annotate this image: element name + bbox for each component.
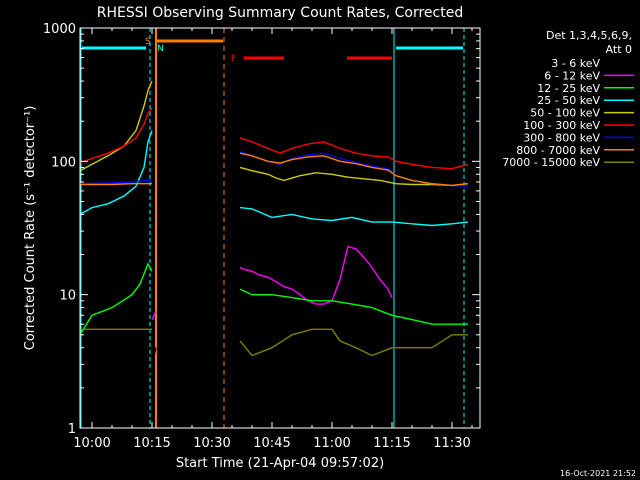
series-line-7 xyxy=(80,182,152,186)
y-tick-label: 10 xyxy=(59,289,76,304)
series-line-6 xyxy=(239,151,469,187)
series-line-0 xyxy=(131,347,157,405)
night-flag-label: N xyxy=(157,44,164,54)
y-tick-label: 1000 xyxy=(43,22,76,37)
series-line-2 xyxy=(239,288,468,325)
series-line-4 xyxy=(79,80,153,172)
legend-header-line1: Det 1,3,4,5,6,9, xyxy=(546,29,632,42)
x-axis-label: Start Time (21-Apr-04 09:57:02) xyxy=(176,456,384,471)
series-line-6 xyxy=(79,179,152,185)
legend-label: 12 - 25 keV xyxy=(537,82,600,95)
x-tick-label: 11:30 xyxy=(433,436,470,451)
legend-label: 300 - 800 keV xyxy=(523,131,600,144)
x-tick-label: 11:15 xyxy=(373,436,410,451)
series-line-8 xyxy=(239,328,468,357)
series-layer xyxy=(79,80,469,407)
series-line-3 xyxy=(79,130,153,216)
series-line-4 xyxy=(239,166,469,187)
legend-label: 800 - 7000 keV xyxy=(516,144,600,157)
x-tick-label: 11:00 xyxy=(313,436,350,451)
legend-label: 7000 - 15000 keV xyxy=(502,156,600,169)
x-tick-label: 10:15 xyxy=(133,436,170,451)
legend-header-line2: Att 0 xyxy=(606,43,632,56)
legend-label: 100 - 300 keV xyxy=(523,119,600,132)
legend-label: 6 - 12 keV xyxy=(544,69,600,82)
series-line-1 xyxy=(239,245,393,305)
series-line-3 xyxy=(239,206,469,227)
x-tick-label: 10:30 xyxy=(193,436,230,451)
generation-timestamp: 16-Oct-2021 21:52 xyxy=(560,469,636,478)
y-tick-label: 1 xyxy=(68,422,76,437)
plot-frame xyxy=(79,27,481,429)
chart-title: RHESSI Observing Summary Count Rates, Co… xyxy=(97,5,463,21)
series-line-7 xyxy=(239,152,469,187)
series-line-5 xyxy=(79,107,153,164)
x-tick-label: 10:00 xyxy=(73,436,110,451)
series-line-1 xyxy=(151,310,157,320)
y-axis-label: Corrected Count Rate (s⁻¹ detector⁻¹) xyxy=(23,106,38,351)
flare-flag-label: F xyxy=(231,54,236,64)
y-axis: 1 10 100 1000 xyxy=(43,22,480,437)
legend-label: 25 - 50 keV xyxy=(537,94,600,107)
series-line-2 xyxy=(79,262,153,336)
x-axis: 10:00 10:15 10:30 10:45 11:00 11:15 11:30 xyxy=(73,28,473,451)
legend-label: 3 - 6 keV xyxy=(551,57,600,70)
series-line-0 xyxy=(239,283,385,407)
flag-bands: SN F xyxy=(80,28,465,428)
x-tick-label: 10:45 xyxy=(253,436,290,451)
legend-label: 50 - 100 keV xyxy=(530,107,600,120)
series-line-5 xyxy=(239,137,469,170)
saa-flag-label: S xyxy=(145,37,151,47)
y-tick-label: 100 xyxy=(51,155,76,170)
